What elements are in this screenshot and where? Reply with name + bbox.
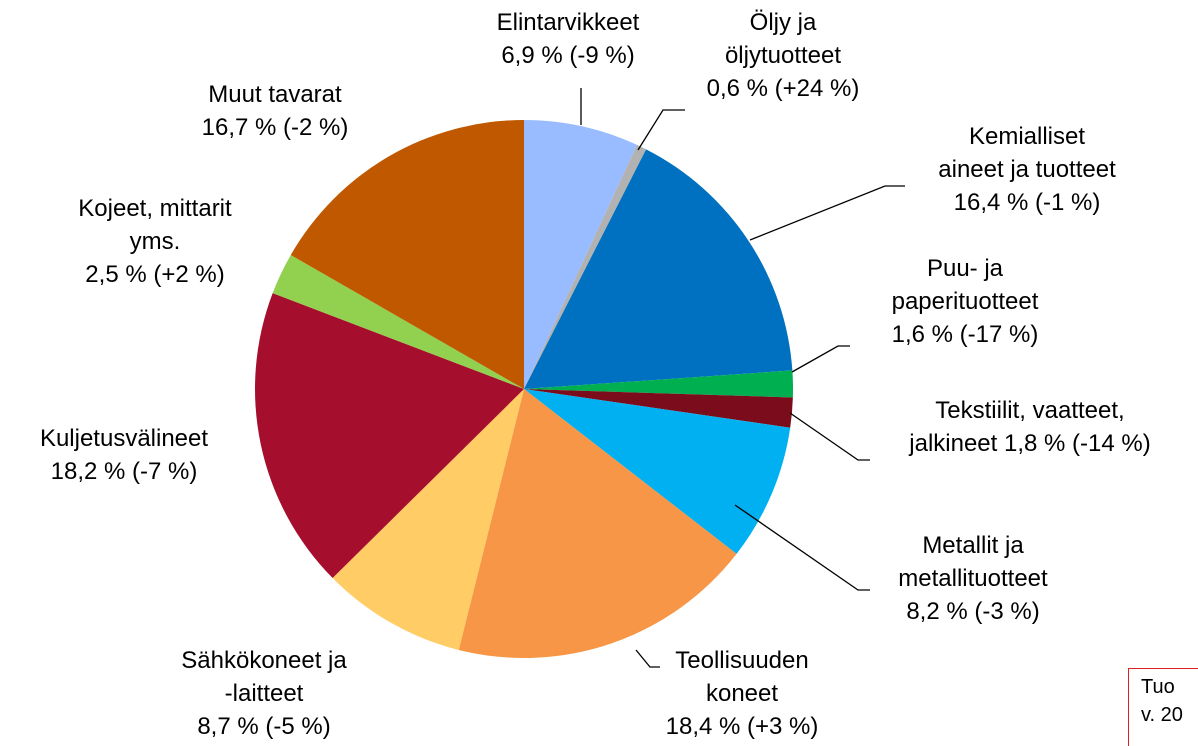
pie-slice bbox=[458, 389, 737, 658]
category-label: Elintarvikkeet bbox=[496, 9, 640, 36]
value-label: 1,6 % (-17 %) bbox=[891, 321, 1039, 348]
value-label: 18,2 % (-7 %) bbox=[50, 458, 198, 485]
leader-line bbox=[749, 185, 905, 241]
leader-line bbox=[791, 345, 850, 373]
value-label: 2,5 % (+2 %) bbox=[85, 261, 225, 288]
pie-slice bbox=[524, 370, 793, 398]
value-label: 1,8 % (-14 %) bbox=[1004, 430, 1151, 457]
pie-slice bbox=[272, 254, 524, 389]
slice-label: Metallit ja metallituotteet 8,2 % (-3 %) bbox=[763, 529, 1183, 628]
pie-slice bbox=[332, 389, 524, 650]
slice-label: Muut tavarat 16,7 % (-2 %) bbox=[65, 78, 485, 144]
slice-label: Teollisuuden koneet 18,4 % (+3 %) bbox=[532, 644, 952, 743]
category-label: Tekstiilit, vaatteet, jalkineet bbox=[909, 397, 1125, 457]
category-label: Metallit ja metallituotteet bbox=[898, 532, 1048, 592]
category-label: Kuljetusvälineet bbox=[39, 425, 209, 452]
slice-label: Elintarvikkeet 6,9 % (-9 %) bbox=[358, 6, 778, 72]
value-label: 8,2 % (-3 %) bbox=[906, 598, 1040, 625]
category-label: Puu- ja paperituotteet bbox=[891, 255, 1039, 315]
slice-label: Öljy ja öljytuotteet 0,6 % (+24 %) bbox=[573, 6, 993, 105]
slice-label: Sähkökoneet ja -laitteet 8,7 % (-5 %) bbox=[54, 644, 474, 743]
category-label: Öljy ja öljytuotteet bbox=[724, 9, 842, 69]
category-label: Kojeet, mittarit yms. bbox=[78, 195, 232, 255]
leader-line bbox=[789, 412, 870, 461]
leader-line bbox=[635, 649, 660, 668]
pie-slice bbox=[290, 120, 524, 389]
slice-label: Kemialliset aineet ja tuotteet 16,4 % (-1… bbox=[817, 120, 1198, 219]
leader-line bbox=[637, 109, 685, 151]
annotation-box: Tuo v. 20 bbox=[1128, 668, 1198, 746]
pie-slice bbox=[524, 149, 793, 389]
category-label: Kemialliset aineet ja tuotteet bbox=[938, 123, 1116, 183]
slice-label: Puu- ja paperituotteet 1,6 % (-17 %) bbox=[755, 252, 1175, 351]
value-label: 8,7 % (-5 %) bbox=[197, 713, 331, 740]
category-label: Teollisuuden koneet bbox=[675, 647, 809, 707]
value-label: 18,4 % (+3 %) bbox=[665, 713, 819, 740]
pie-slice bbox=[524, 389, 793, 428]
pie-slice bbox=[524, 144, 647, 389]
pie-slice bbox=[524, 120, 638, 389]
pie-slice bbox=[524, 389, 791, 554]
value-label: 6,9 % (-9 %) bbox=[501, 42, 635, 69]
category-label: Sähkökoneet ja -laitteet bbox=[181, 647, 347, 707]
value-label: 16,7 % (-2 %) bbox=[201, 114, 349, 141]
leader-line bbox=[734, 504, 870, 591]
value-label: 0,6 % (+24 %) bbox=[706, 75, 860, 102]
slice-label: Tekstiilit, vaatteet, jalkineet 1,8 % (-… bbox=[820, 394, 1198, 460]
category-label: Muut tavarat bbox=[208, 81, 342, 108]
slice-label: Kojeet, mittarit yms. 2,5 % (+2 %) bbox=[0, 192, 365, 291]
slice-label: Kuljetusvälineet 18,2 % (-7 %) bbox=[0, 422, 334, 488]
value-label: 16,4 % (-1 %) bbox=[953, 189, 1101, 216]
pie-slice bbox=[255, 293, 524, 579]
